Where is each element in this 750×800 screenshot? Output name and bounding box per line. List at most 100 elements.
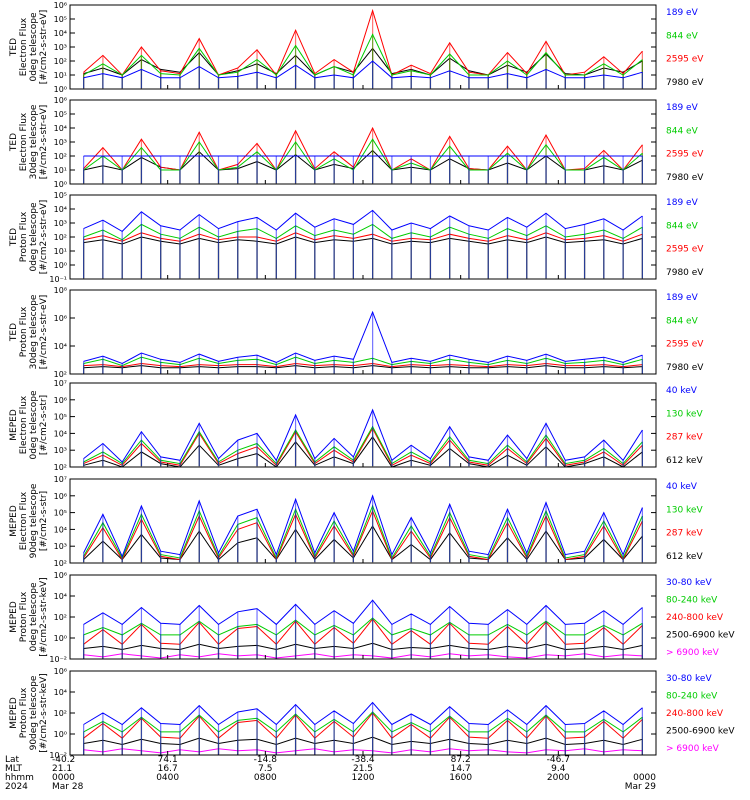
- legend-entry: 2595 eV: [666, 245, 704, 255]
- y-tick-label: 10³: [54, 446, 67, 455]
- legend-entry: 40 keV: [666, 386, 698, 396]
- y-tick-label: 10²: [54, 709, 67, 718]
- y-tick-label: 10⁴: [54, 205, 67, 214]
- y-axis-label: TED Electron Flux 0deg telescope [#/cm2-s-s…: [9, 10, 49, 85]
- series-line: [83, 60, 643, 79]
- y-axis-label-line: Electron Flux: [19, 395, 29, 454]
- x-tick-label: -38.4: [351, 755, 375, 765]
- y-axis-label-line: [#/cm2-s-str-eV]: [39, 10, 49, 85]
- series-line: [83, 149, 643, 171]
- y-tick-label: 10⁶: [54, 571, 67, 580]
- panel-frame: [69, 99, 657, 185]
- legend-entry: 844 eV: [666, 316, 699, 326]
- y-axis-label-line: [#/cm2-s-str-keV]: [39, 577, 49, 656]
- series-line: [83, 236, 643, 245]
- series-line: [83, 310, 643, 365]
- legend-entry: 240-800 keV: [666, 709, 724, 719]
- y-axis-label-line: MEPED: [9, 505, 19, 537]
- y-tick-label: 10⁰: [54, 180, 67, 189]
- legend-entry: 7980 eV: [666, 268, 704, 278]
- panel-1: 10⁰ 10¹ 10² 10³ 10⁴ 10⁵ 10⁶ TED Electron Flux 0de…: [9, 1, 704, 94]
- series-line: [83, 232, 643, 242]
- panel-3: 10⁻¹ 10⁰ 10¹ 10² 10³ 10⁴ 10⁵ TED Proton Flux 0deg…: [9, 191, 704, 284]
- y-axis-label-line: [#/cm2-s-str-keV]: [39, 673, 49, 752]
- y-tick-label: 10⁷: [54, 475, 67, 484]
- series-line: [83, 47, 643, 76]
- y-axis-label: TED Electron Flux 30deg telescope [#/cm2-s-…: [9, 104, 49, 179]
- x-tick-label: 87.2: [451, 755, 471, 765]
- legend-entry: 844 eV: [666, 31, 699, 41]
- x-tick-label: -14.8: [254, 755, 278, 765]
- y-tick-label: 10²: [54, 559, 67, 568]
- series-line: [83, 427, 643, 467]
- legend-entry: 2595 eV: [666, 55, 704, 65]
- x-tick-label: Mar 28: [52, 782, 84, 792]
- x-row-label: 2024: [5, 782, 28, 792]
- legend-entry: 7980 eV: [666, 363, 704, 373]
- y-tick-label: 10⁵: [54, 413, 67, 422]
- y-tick-label: 10⁵: [54, 110, 67, 119]
- legend-entry: > 6900 keV: [666, 744, 720, 754]
- legend-entry: 80-240 keV: [666, 596, 718, 606]
- y-axis-label-line: 90deg telescope: [29, 483, 39, 558]
- x-tick-label: 16.7: [158, 764, 178, 774]
- y-tick-label: 10¹: [54, 247, 67, 256]
- y-tick-label: 10⁶: [54, 1, 67, 10]
- y-axis-label-line: [#/cm2-s-str-eV]: [39, 105, 49, 180]
- y-tick-label: 10⁴: [54, 124, 67, 133]
- y-tick-label: 10⁶: [54, 96, 67, 105]
- x-tick-label: Mar 29: [625, 782, 657, 792]
- series-line: [83, 126, 643, 171]
- panel-2: 10⁰ 10¹ 10² 10³ 10⁴ 10⁵ 10⁶ TED Electron Flux 30d…: [9, 96, 704, 189]
- series-line: [83, 138, 643, 171]
- series-line: [83, 435, 643, 468]
- y-tick-label: 10²: [54, 57, 67, 66]
- series-line: [83, 748, 643, 754]
- y-tick-label: 10⁶: [54, 667, 67, 676]
- x-tick-label: 0000: [52, 773, 75, 783]
- legend-entry: 612 keV: [666, 552, 703, 562]
- y-tick-label: 10⁶: [54, 492, 67, 501]
- y-axis-label-line: MEPED: [9, 601, 19, 633]
- panel-frame: [69, 382, 657, 468]
- y-tick-label: 10⁴: [54, 525, 67, 534]
- y-tick-label: 10⁻²: [49, 655, 67, 664]
- y-tick-label: 10⁴: [54, 342, 67, 351]
- y-axis-label-line: 0deg telescope: [29, 390, 39, 460]
- y-tick-label: 10⁷: [54, 379, 67, 388]
- y-tick-label: 10⁻²: [49, 751, 67, 760]
- x-row-label: hhmm: [5, 773, 34, 783]
- y-axis-label-line: 30deg telescope: [29, 104, 39, 179]
- y-axis-label-line: 90deg telescope: [29, 675, 39, 750]
- y-axis-label-line: [#/cm2-s-str-eV]: [39, 200, 49, 275]
- y-tick-label: 10²: [54, 613, 67, 622]
- series-line: [83, 504, 643, 560]
- series-line: [83, 408, 643, 463]
- y-tick-label: 10⁴: [54, 688, 67, 697]
- legend-entry: 189 eV: [666, 198, 699, 208]
- legend-entry: 2500-6900 keV: [666, 631, 735, 641]
- legend-entry: 844 eV: [666, 126, 699, 136]
- y-axis-label: MEPED Proton Flux 90deg telescope [#/cm2-s-…: [9, 673, 49, 752]
- y-tick-label: 10⁻¹: [49, 275, 67, 284]
- y-axis-label-line: 0deg telescope: [29, 582, 39, 652]
- y-tick-label: 10²: [54, 370, 67, 379]
- x-tick-label: 21.5: [353, 764, 373, 774]
- y-axis-label-line: Electron Flux: [19, 112, 29, 171]
- series-line: [83, 494, 643, 558]
- y-axis-label: TED Proton Flux 0deg telescope [#/cm2-s-str…: [9, 200, 49, 275]
- y-tick-label: 10⁰: [54, 261, 67, 270]
- series-line: [83, 362, 643, 368]
- x-tick-label: -40.2: [52, 755, 75, 765]
- series-line: [83, 642, 643, 651]
- y-tick-label: 10⁰: [54, 634, 67, 643]
- y-axis-label-line: TED: [9, 38, 19, 57]
- panel-8: 10⁻² 10⁰ 10² 10⁴ 10⁶ MEPED Proton Flux 90deg te…: [9, 667, 735, 760]
- y-tick-label: 10⁵: [54, 191, 67, 200]
- y-axis-label-line: Proton Flux: [19, 211, 29, 262]
- legend-entry: 7980 eV: [666, 78, 704, 88]
- x-tick-label: 1600: [449, 773, 472, 783]
- y-tick-label: 10³: [54, 219, 67, 228]
